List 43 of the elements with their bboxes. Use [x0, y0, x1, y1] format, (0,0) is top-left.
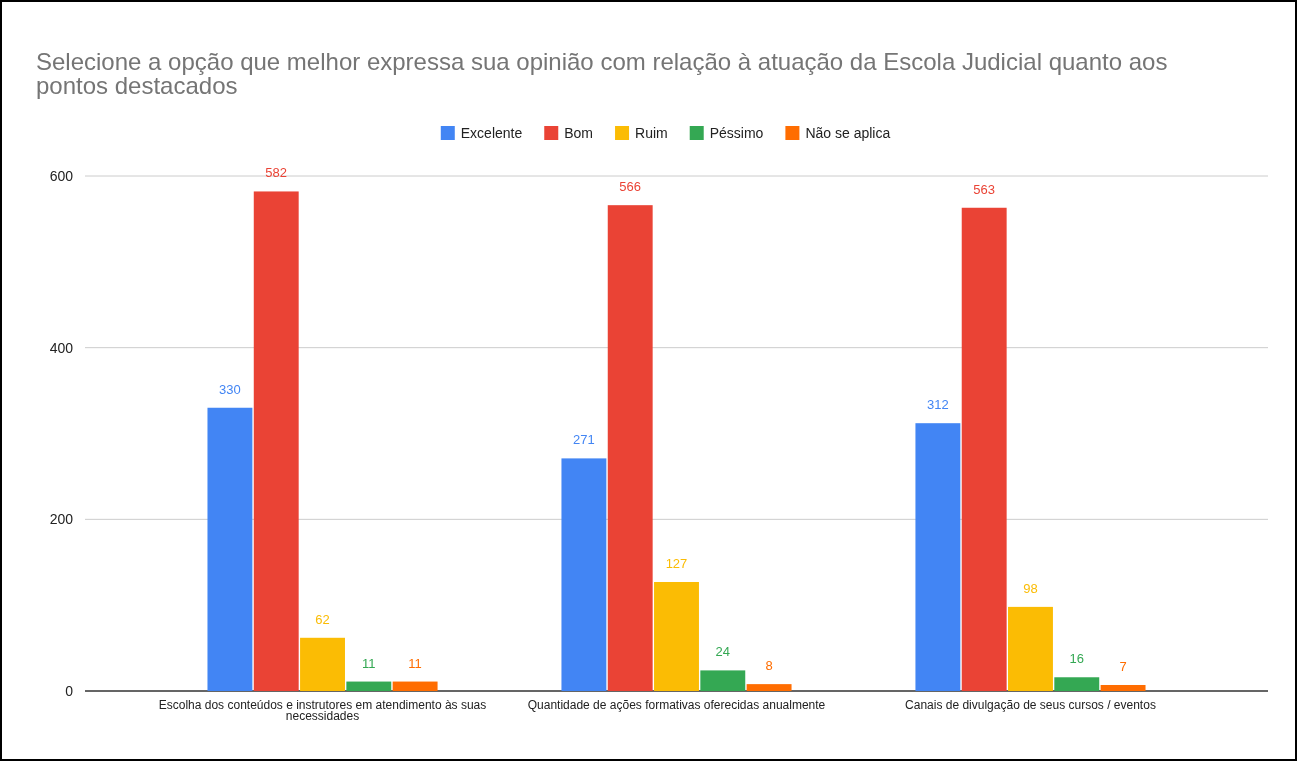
chart-title: Selecione a opção que melhor expressa sua opinião com relação à atuação da Escola Judicial quanto aos pontos destacados [36, 48, 1168, 99]
data-label: 98 [1023, 580, 1038, 596]
bar [561, 458, 607, 691]
y-tick-label: 200 [49, 511, 74, 528]
data-label: 312 [927, 397, 949, 413]
data-label: 127 [665, 555, 688, 571]
bar [207, 407, 253, 691]
data-label: 62 [315, 611, 330, 627]
data-label: 7 [1119, 658, 1127, 674]
data-label: 11 [408, 655, 422, 671]
y-tick-label: 0 [65, 683, 74, 699]
x-tick-label: Escolha dos conteúdos e instrutores em atendimento às suas necessidades [158, 698, 487, 723]
data-label: 8 [765, 658, 773, 674]
bar [746, 684, 792, 691]
data-label: 24 [715, 644, 731, 660]
bar [915, 423, 961, 691]
x-tick-label: Canais de divulgação de seus cursos / eventos [905, 698, 1156, 712]
bar [300, 637, 345, 691]
legend-label: Não se aplica [805, 125, 891, 141]
x-tick-label: Quantidade de ações formativas oferecidas anualmente [527, 698, 826, 712]
legend-label: Péssimo [709, 125, 764, 141]
bar [654, 581, 699, 691]
y-tick-label: 600 [49, 168, 74, 184]
data-label: 16 [1069, 651, 1085, 667]
bar [1054, 677, 1100, 691]
y-tick-label: 400 [49, 339, 74, 356]
bar [253, 191, 299, 691]
data-label: 563 [973, 181, 996, 197]
bar [1100, 684, 1146, 691]
legend-label: Ruim [635, 125, 668, 141]
bar [700, 670, 746, 691]
legend-label: Excelente [460, 125, 523, 141]
data-label: 11 [362, 655, 376, 671]
legend-label: Bom [564, 125, 594, 141]
bar [607, 205, 653, 691]
data-label: 271 [573, 432, 595, 448]
bar [346, 681, 392, 691]
data-label: 566 [619, 179, 642, 195]
data-label: 330 [219, 381, 241, 397]
bar [1008, 606, 1053, 691]
bar [392, 681, 438, 691]
bar [961, 207, 1007, 691]
data-label: 582 [265, 165, 288, 181]
